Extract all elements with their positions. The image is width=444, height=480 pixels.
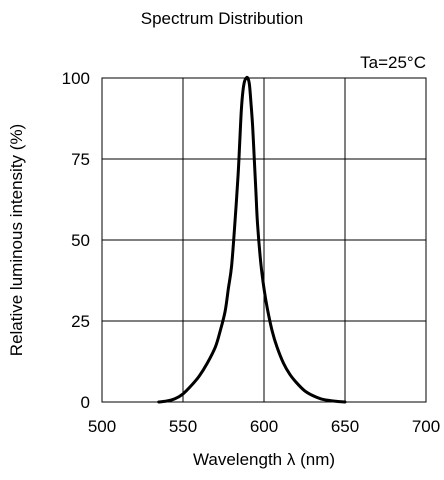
y-tick-label-100: 100 [62, 69, 90, 88]
x-tick-label-650: 650 [331, 417, 359, 436]
y-axis-label: Relative luminous intensity (%) [7, 124, 26, 356]
chart-title: Spectrum Distribution [141, 9, 304, 28]
grid-lines [102, 78, 426, 402]
x-tick-label-550: 550 [169, 417, 197, 436]
x-axis-label: Wavelength λ (nm) [193, 450, 335, 469]
temperature-annotation: Ta=25°C [360, 53, 426, 72]
y-tick-label-50: 50 [71, 231, 90, 250]
series-layer [157, 75, 347, 404]
y-tick-label-25: 25 [71, 312, 90, 331]
tick-labels: 500 550 600 650 700 0 25 50 75 100 [62, 69, 441, 436]
y-tick-label-75: 75 [71, 150, 90, 169]
x-tick-label-600: 600 [250, 417, 278, 436]
y-tick-label-0: 0 [81, 393, 90, 412]
spectrum-curve-0 [157, 75, 347, 404]
x-tick-label-500: 500 [88, 417, 116, 436]
plot-frame [101, 77, 427, 403]
x-tick-label-700: 700 [412, 417, 440, 436]
